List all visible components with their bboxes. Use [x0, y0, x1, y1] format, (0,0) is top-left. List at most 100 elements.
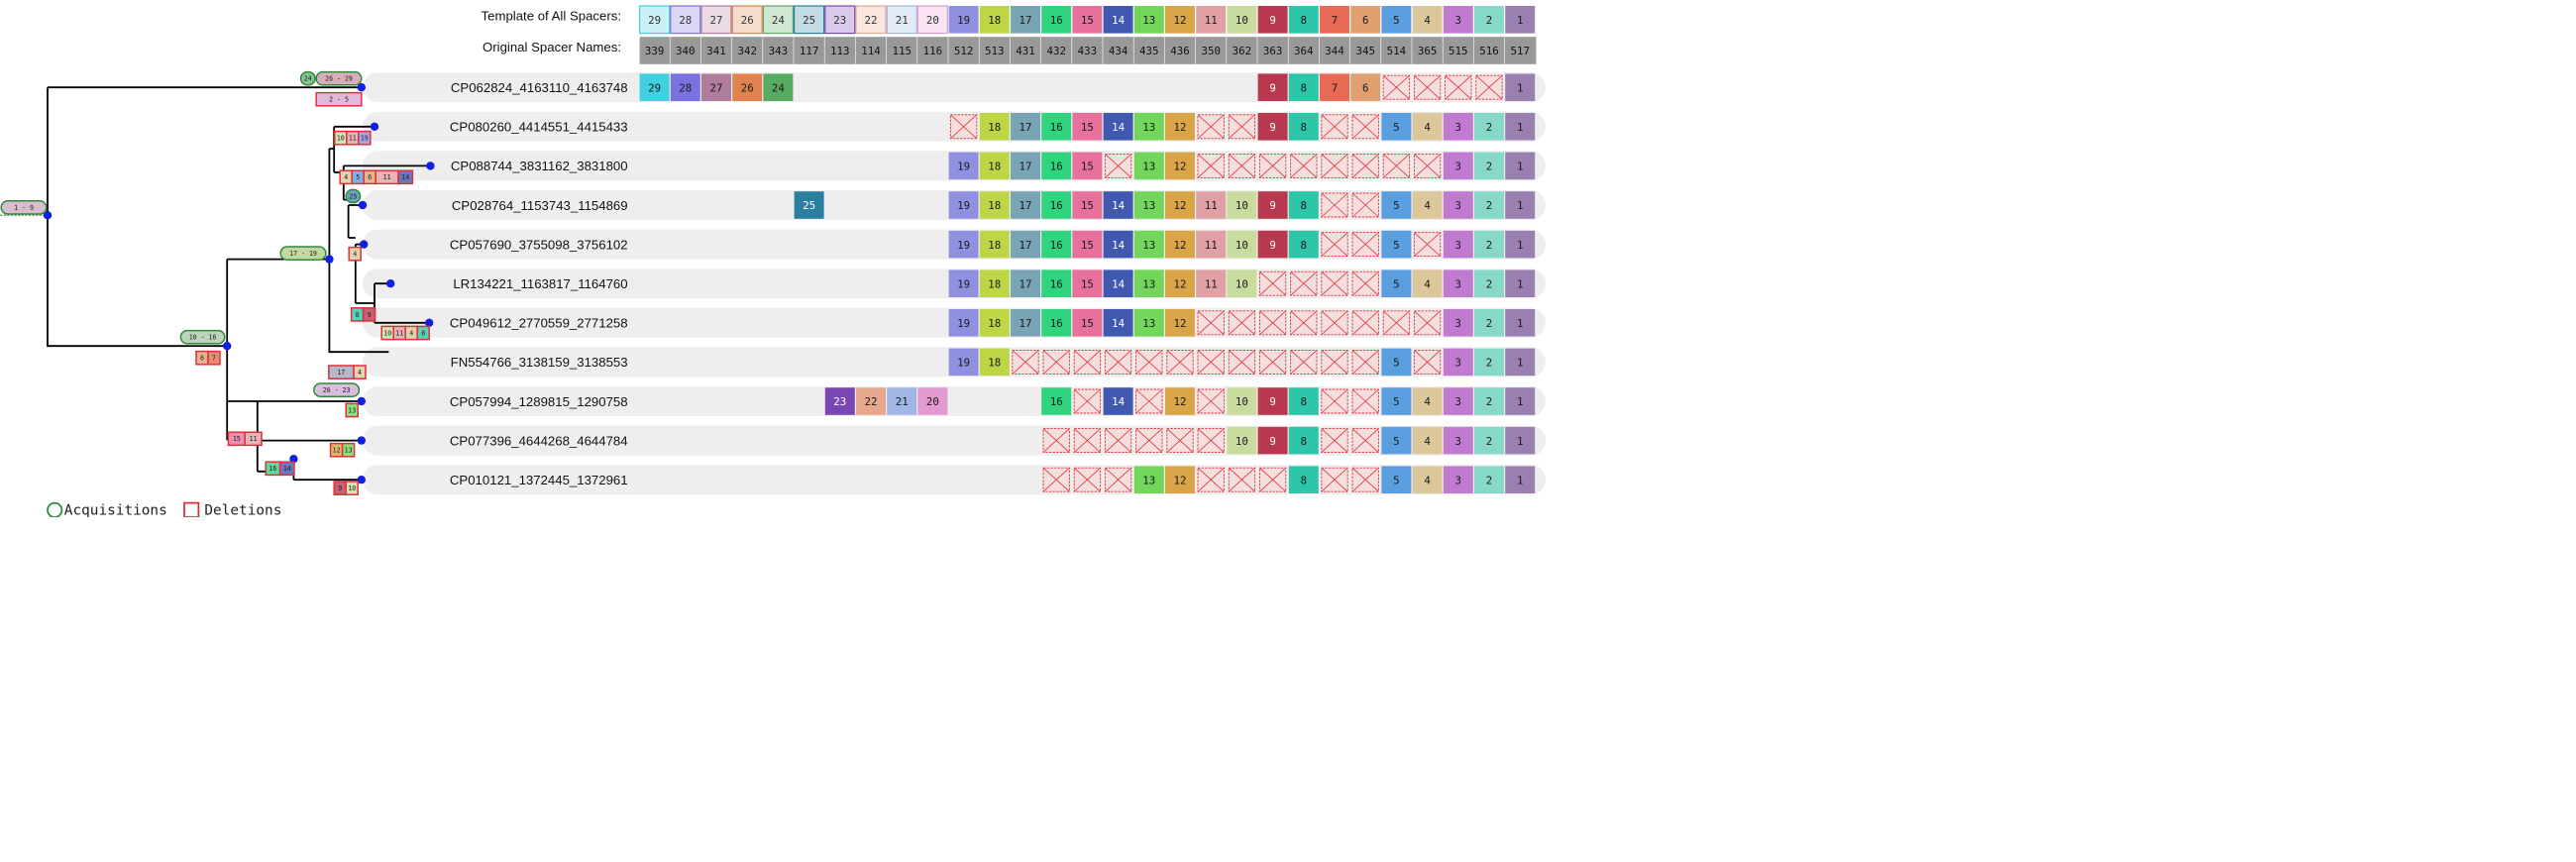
- template-spacer-label: 24: [772, 14, 785, 27]
- deletion-label: 10: [348, 485, 356, 492]
- deleted-spacer-7: [1321, 232, 1348, 258]
- spacer-cell-label: 19: [957, 161, 970, 173]
- spacer-cell-12: [1165, 309, 1195, 337]
- template-spacer-label: 17: [1019, 14, 1031, 27]
- deleted-spacer-8: [1290, 270, 1318, 296]
- spacer-cell-label: 16: [1050, 121, 1063, 134]
- deletion-cross: [1197, 114, 1225, 140]
- spacer-cell-label: 13: [1142, 474, 1155, 486]
- original-spacer-name: 339: [645, 45, 665, 57]
- template-spacer-label: 14: [1112, 14, 1125, 27]
- deletion-block: [207, 350, 221, 366]
- genome-labels: CP062824_4163110_4163748 CP080260_4414551…: [450, 80, 628, 487]
- deleted-spacer-7: [1321, 467, 1348, 492]
- deletion-block: [345, 481, 359, 495]
- deleted-spacer-11: [1197, 467, 1225, 492]
- deleted-spacer-9: [1258, 270, 1287, 296]
- spacer-cell-label: 12: [1173, 474, 1186, 486]
- spacer-cell-label: 12: [1173, 161, 1186, 173]
- template-spacer-label: 8: [1301, 14, 1308, 27]
- template-spacer-16: [1041, 6, 1072, 34]
- original-spacer-name: 512: [954, 45, 974, 57]
- template-spacer-label: 9: [1269, 14, 1276, 27]
- deleted-spacer-9: [1258, 310, 1287, 336]
- deleted-spacer-7: [1321, 270, 1348, 296]
- spacer-cell-label: 8: [1301, 121, 1308, 134]
- deletion-label: 11: [395, 329, 403, 337]
- template-spacer-1: [1505, 6, 1536, 34]
- spacer-cell-15: [1072, 309, 1103, 337]
- spacer-cell-label: 18: [988, 199, 1001, 212]
- deletion-cross: [1259, 154, 1287, 178]
- acquisition-label: 26 - 29: [325, 75, 353, 83]
- acquisition-pill: [0, 200, 48, 215]
- template-spacer-21: [886, 5, 917, 35]
- deletion-label: 4: [353, 251, 357, 259]
- deleted-spacer-7: [1321, 153, 1348, 178]
- spacer-cell-label: 12: [1173, 277, 1186, 290]
- template-spacer-27: [700, 5, 732, 35]
- deletion-cross: [1012, 350, 1039, 375]
- tree-node: [357, 83, 366, 92]
- spacer-cell-label: 16: [1050, 395, 1063, 408]
- spacer-cell-18: [979, 152, 1010, 180]
- deleted-spacer-8: [1290, 310, 1318, 336]
- spacer-cell-label: 19: [957, 199, 970, 212]
- deleted-spacer-9: [1258, 467, 1287, 492]
- deletion-cross: [1197, 467, 1225, 492]
- spacer-cell-13: [1133, 309, 1164, 337]
- spacer-cell-label: 17: [1019, 317, 1031, 330]
- spacer-cell-label: 1: [1517, 395, 1524, 408]
- deletion-cross: [950, 114, 978, 140]
- acquisitions-legend-label: Acquisitions: [64, 503, 167, 517]
- deleted-spacer-11: [1197, 388, 1225, 414]
- spacer-cell-label: 3: [1455, 435, 1462, 448]
- acquisition-event: 17 - 19: [279, 246, 327, 261]
- genome-label: CP080260_4414551_4415433: [450, 120, 628, 135]
- spacer-cell-1: [1505, 73, 1536, 102]
- spacer-cell-5: [1381, 269, 1412, 297]
- deleted-spacer-11: [1197, 114, 1225, 140]
- deletion-label: 13: [345, 447, 353, 455]
- spacer-cell-label: 10: [1235, 199, 1248, 212]
- deleted-spacer-9: [1258, 153, 1287, 178]
- deleted-spacer-6: [1351, 310, 1379, 336]
- deletion-cross: [1445, 74, 1472, 100]
- spacer-cell-12: [1165, 230, 1195, 259]
- deletion-label: 4: [358, 369, 362, 377]
- deletion-cross: [1351, 192, 1379, 218]
- spacer-cell-label: 2: [1486, 317, 1493, 330]
- spacer-cell-2: [1474, 230, 1504, 259]
- deletions-legend-label: Deletions: [204, 503, 281, 517]
- deleted-spacer-13: [1135, 388, 1163, 414]
- deletion-cross: [1105, 154, 1132, 178]
- spacer-cell-14: [1103, 113, 1133, 141]
- spacer-cell-2: [1474, 466, 1504, 494]
- spacer-cell-9: [1257, 191, 1288, 219]
- spacer-cell-8: [1288, 230, 1319, 259]
- spacer-cell-14: [1103, 387, 1133, 415]
- spacer-cell-label: 9: [1269, 435, 1276, 448]
- template-spacer-label: 18: [988, 14, 1001, 27]
- template-spacer-label: 6: [1362, 14, 1369, 27]
- spacer-cell-3: [1443, 269, 1473, 297]
- tree-node: [360, 240, 369, 249]
- template-spacer-label: 22: [864, 14, 877, 27]
- tree-node: [357, 436, 366, 445]
- acquisition-pill: [345, 188, 362, 204]
- spacer-cell-3: [1443, 466, 1473, 494]
- original-spacer-name: 364: [1294, 45, 1314, 57]
- deleted-spacer-5: [1382, 74, 1411, 100]
- deleted-spacer-6: [1351, 428, 1379, 454]
- deletion-cross: [1228, 114, 1255, 140]
- deletion-cross: [1259, 310, 1287, 336]
- tree-node: [425, 318, 434, 327]
- spacer-cell-label: 5: [1393, 357, 1400, 370]
- deletion-block: [353, 365, 367, 379]
- spacer-cell-1: [1505, 348, 1536, 377]
- deletion-event: 10 11 19: [334, 130, 372, 146]
- deletion-label: 17: [337, 369, 345, 377]
- original-spacer-name: 363: [1263, 45, 1283, 57]
- deletion-cross: [1321, 192, 1348, 218]
- deleted-spacer-11: [1197, 349, 1225, 375]
